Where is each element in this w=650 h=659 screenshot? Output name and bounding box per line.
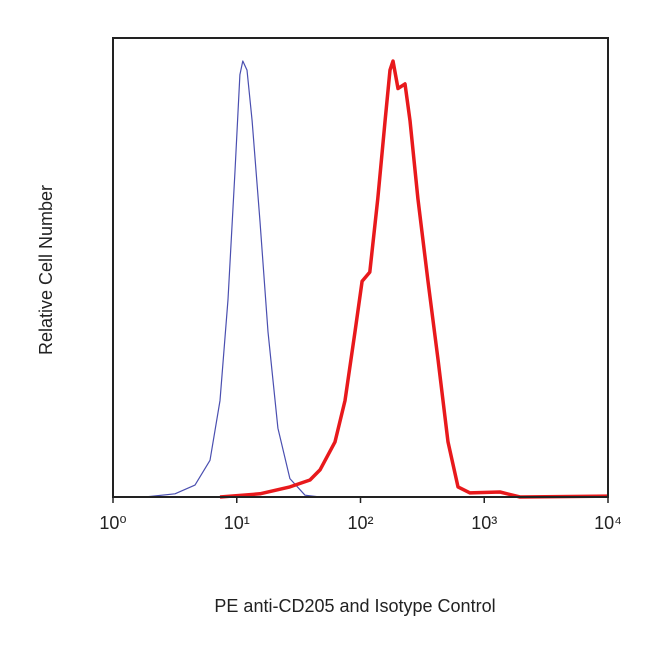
x-axis-title: PE anti-CD205 and Isotype Control xyxy=(214,596,495,616)
x-tick-label: 10⁰ xyxy=(99,513,126,533)
x-tick-label: 10² xyxy=(347,513,373,533)
series-line xyxy=(219,59,609,499)
plot-frame xyxy=(112,37,609,498)
x-tick-label: 10¹ xyxy=(224,513,250,533)
y-axis-title: Relative Cell Number xyxy=(36,185,56,355)
series-line xyxy=(144,60,321,498)
x-tick-label: 10³ xyxy=(471,513,497,533)
x-tick-label: 10⁴ xyxy=(594,513,622,533)
